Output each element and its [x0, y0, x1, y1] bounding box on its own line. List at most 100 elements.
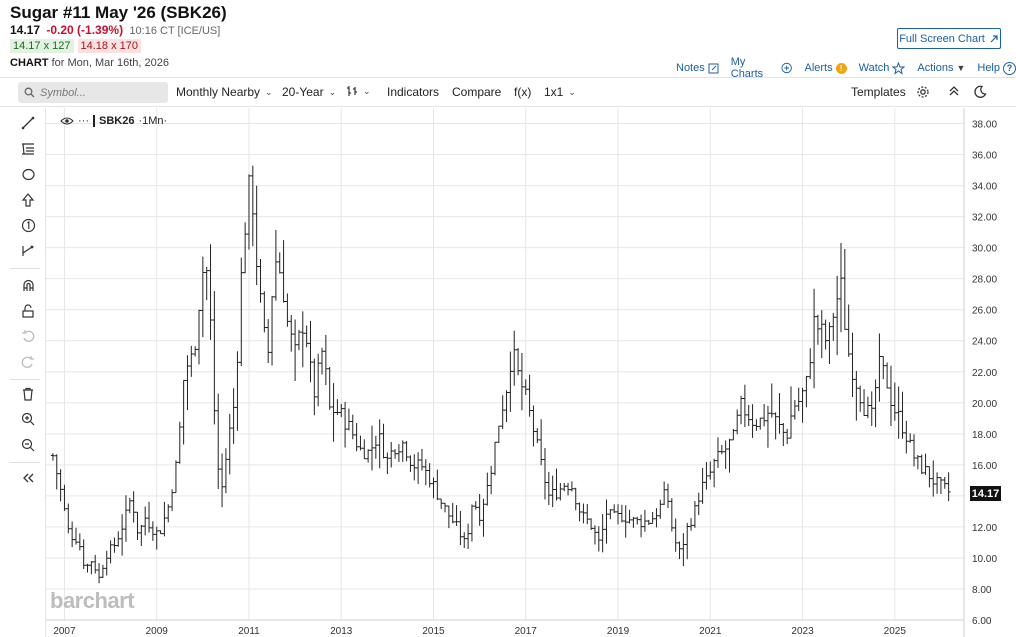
- ohlc-bar: [838, 243, 843, 333]
- ohlc-bar: [912, 434, 917, 467]
- ohlc-bar: [308, 320, 313, 383]
- ohlc-bar: [235, 351, 240, 431]
- ohlc-bar: [681, 533, 686, 567]
- arrow-tool[interactable]: [18, 190, 38, 210]
- ohlc-bar: [796, 387, 801, 412]
- symbol-search-input[interactable]: Symbol...: [18, 82, 168, 103]
- ohlc-bar: [746, 405, 751, 426]
- ohlc-bar: [550, 475, 555, 508]
- function-button[interactable]: f(x): [514, 85, 531, 99]
- shape-tool[interactable]: [18, 164, 38, 184]
- collapse-toolbar-button[interactable]: [948, 85, 960, 97]
- ohlc-bar: [823, 319, 828, 350]
- ohlc-bar: [719, 444, 724, 455]
- ohlc-bar: [150, 521, 155, 541]
- ohlc-bar: [254, 185, 259, 285]
- lock-icon: [22, 304, 34, 318]
- ohlc-bar: [197, 309, 201, 365]
- ohlc-bar: [458, 510, 463, 546]
- ohlc-bar: [493, 441, 498, 476]
- range-dropdown[interactable]: 20-Year ⌄: [282, 85, 336, 99]
- range-label: 20-Year: [282, 85, 324, 99]
- expand-icon: [990, 34, 998, 42]
- period-dropdown[interactable]: Monthly Nearby ⌄: [176, 85, 273, 99]
- shape-icon: [21, 168, 35, 180]
- ohlc-bar: [908, 433, 913, 443]
- ohlc-bar: [404, 440, 409, 462]
- eye-icon[interactable]: [60, 116, 74, 126]
- ohlc-bar: [358, 435, 363, 451]
- y-tick-label: 10.00: [972, 554, 997, 565]
- ohlc-bar: [77, 533, 82, 551]
- layout-dropdown[interactable]: 1x1 ⌄: [544, 85, 576, 99]
- ohlc-bar: [381, 423, 386, 459]
- series-color-marker: [93, 115, 95, 127]
- collapse-tools-button[interactable]: [18, 468, 38, 488]
- magnet-tool[interactable]: [18, 275, 38, 295]
- redo-button[interactable]: [18, 352, 38, 372]
- ohlc-bar: [216, 393, 221, 490]
- notes-label: Notes: [676, 62, 705, 74]
- ohlc-bar: [54, 454, 59, 490]
- more-options-icon[interactable]: ···: [78, 115, 89, 127]
- y-tick-label: 32.00: [972, 213, 997, 224]
- compare-button[interactable]: Compare: [452, 85, 501, 99]
- trend-line-tool[interactable]: [18, 113, 38, 133]
- watch-link[interactable]: Watch: [859, 56, 906, 80]
- ohlc-bar: [577, 502, 582, 522]
- actions-menu[interactable]: Actions ▼: [917, 56, 965, 80]
- chart-date: CHART for Mon, Mar 16th, 2026: [10, 57, 169, 69]
- undo-button[interactable]: [18, 326, 38, 346]
- moon-icon: [974, 85, 987, 98]
- ohlc-bar: [143, 506, 148, 536]
- ohlc-bar: [846, 304, 851, 357]
- x-tick-label: 2015: [422, 626, 445, 637]
- ohlc-bar: [385, 452, 390, 475]
- ohlc-bar: [773, 412, 778, 440]
- ohlc-bar: [923, 453, 928, 475]
- full-screen-chart-button[interactable]: Full Screen Chart: [897, 28, 1001, 49]
- ohlc-bar: [842, 249, 847, 330]
- ohlc-bar: [285, 293, 290, 327]
- ohlc-bar: [423, 459, 428, 486]
- layout-label: 1x1: [544, 85, 564, 99]
- ohlc-bar: [262, 291, 267, 333]
- y-tick-label: 18.00: [972, 430, 997, 441]
- delete-drawings-button[interactable]: [18, 384, 38, 404]
- lock-tool[interactable]: [18, 301, 38, 321]
- quote-line: 14.17 -0.20 (-1.39%) 10:16 CT [ICE/US]: [10, 23, 220, 37]
- fx-label: f(x): [514, 85, 532, 99]
- bar-type-dropdown[interactable]: ⌄: [346, 85, 371, 97]
- notes-link[interactable]: Notes: [676, 56, 719, 80]
- ohlc-bar: [919, 454, 924, 475]
- help-link[interactable]: Help ?: [977, 56, 1016, 80]
- ohlc-bar: [489, 465, 494, 495]
- measure-tool[interactable]: [18, 241, 38, 261]
- zoom-out-icon: [21, 438, 35, 452]
- dark-mode-toggle[interactable]: [973, 85, 987, 99]
- ohlc-bar: [931, 460, 936, 497]
- ohlc-bar: [112, 537, 117, 553]
- collapse-icon: [23, 473, 34, 483]
- settings-button[interactable]: [916, 85, 930, 99]
- counter-tool[interactable]: [18, 215, 38, 235]
- ohlc-bar: [127, 497, 132, 514]
- ohlc-bar: [462, 532, 467, 548]
- price-chart[interactable]: 6.008.0010.0012.0014.0016.0018.0020.0022…: [46, 108, 1016, 637]
- undo-icon: [22, 330, 35, 342]
- gear-icon: [917, 86, 929, 98]
- templates-button[interactable]: Templates: [851, 85, 906, 99]
- ohlc-bar: [320, 347, 325, 375]
- ohlc-bar: [162, 501, 167, 537]
- alerts-link[interactable]: Alerts !: [804, 56, 847, 80]
- ohlc-bar: [827, 322, 832, 365]
- ohlc-bar: [542, 447, 547, 500]
- ohlc-bar: [546, 471, 551, 505]
- y-tick-label: 36.00: [972, 151, 997, 162]
- fibonacci-tool[interactable]: [18, 139, 38, 159]
- ohlc-bar: [481, 498, 486, 537]
- ohlc-bar: [654, 508, 659, 528]
- indicators-button[interactable]: Indicators: [387, 85, 439, 99]
- zoom-in-button[interactable]: [18, 409, 38, 429]
- zoom-out-button[interactable]: [18, 435, 38, 455]
